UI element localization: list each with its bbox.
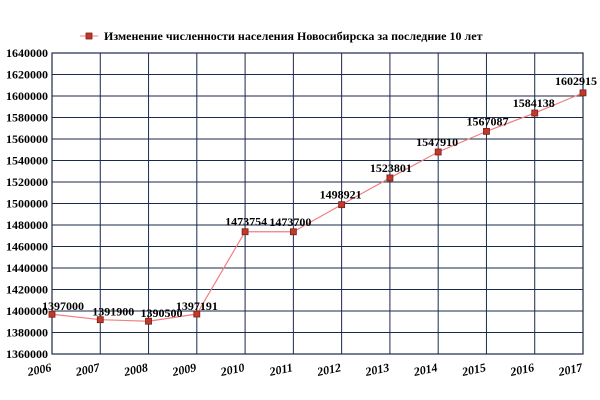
y-tick-label-13: 1620000 <box>6 68 48 82</box>
data-point-2007 <box>96 316 104 324</box>
y-tick-label-11: 1580000 <box>6 111 48 125</box>
y-tick-label-6: 1480000 <box>6 218 48 232</box>
data-label-2006: 1397000 <box>42 299 84 313</box>
data-point-2015 <box>483 127 490 135</box>
x-tick-label-0: 2006 <box>25 360 52 379</box>
chart-legend: Изменение численности населения Новосиби… <box>80 29 483 43</box>
series-population <box>48 89 587 325</box>
y-tick-label-2: 1400000 <box>6 304 48 318</box>
data-point-2009 <box>193 310 201 318</box>
y-tick-label-14: 1640000 <box>6 46 48 60</box>
data-label-2007: 1391900 <box>92 305 134 319</box>
data-label-2016: 1584138 <box>513 96 555 110</box>
data-label-2008: 1390500 <box>141 306 183 320</box>
data-point-2010 <box>241 228 249 236</box>
data-point-2017 <box>579 89 587 97</box>
data-point-2008 <box>145 317 152 325</box>
legend-series-label: Изменение численности населения Новосиби… <box>104 29 483 43</box>
x-tick-label-2: 2008 <box>122 360 149 379</box>
x-tick-label-1: 2007 <box>74 360 102 379</box>
data-point-2011 <box>289 228 297 236</box>
data-label-2010: 1473754 <box>225 215 267 229</box>
x-tick-label-3: 2009 <box>170 360 197 379</box>
y-tick-label-1: 1380000 <box>6 326 48 340</box>
y-tick-label-5: 1460000 <box>6 240 48 254</box>
y-tick-label-12: 1600000 <box>6 89 48 103</box>
legend-marker-swatch <box>85 32 93 40</box>
x-tick-label-10: 2016 <box>508 360 535 379</box>
data-point-2016 <box>531 109 539 117</box>
data-label-2017: 1602915 <box>555 74 597 88</box>
x-tick-label-8: 2014 <box>411 360 438 379</box>
y-tick-label-10: 1560000 <box>6 132 48 146</box>
data-label-2015: 1567087 <box>466 114 508 128</box>
x-tick-label-9: 2015 <box>460 360 487 379</box>
y-tick-label-9: 1540000 <box>6 154 48 168</box>
data-point-2006 <box>48 310 56 318</box>
plot-border <box>51 52 584 355</box>
data-label-2012: 1498921 <box>320 188 362 202</box>
data-point-2012 <box>338 201 346 209</box>
chart-grid <box>51 52 584 355</box>
data-label-2013: 1523801 <box>370 161 412 175</box>
series-line <box>51 92 584 322</box>
x-axis-tick-labels: 2006 2007 2008 2009 2010 2011 2012 2013 2014 2015… <box>25 360 584 379</box>
x-tick-label-4: 2010 <box>218 360 245 379</box>
x-tick-label-11: 2017 <box>556 360 584 379</box>
y-tick-label-3: 1420000 <box>6 283 48 297</box>
x-tick-label-7: 2013 <box>363 360 390 379</box>
y-axis-tick-labels: 1360000 1380000 1400000 1420000 1440000 14600… <box>6 46 48 361</box>
y-tick-label-4: 1440000 <box>6 261 48 275</box>
data-point-2013 <box>386 174 394 182</box>
data-label-2011: 1473700 <box>269 215 311 229</box>
data-point-2014 <box>434 148 442 156</box>
chart-axes <box>51 52 584 355</box>
y-tick-label-0: 1360000 <box>6 347 48 361</box>
data-label-2014: 1547910 <box>416 135 458 149</box>
y-tick-label-8: 1520000 <box>6 175 48 189</box>
y-tick-label-7: 1500000 <box>6 197 48 211</box>
x-tick-label-6: 2012 <box>315 360 342 379</box>
data-label-2009: 1397191 <box>176 299 218 313</box>
x-tick-label-5: 2011 <box>267 360 294 379</box>
